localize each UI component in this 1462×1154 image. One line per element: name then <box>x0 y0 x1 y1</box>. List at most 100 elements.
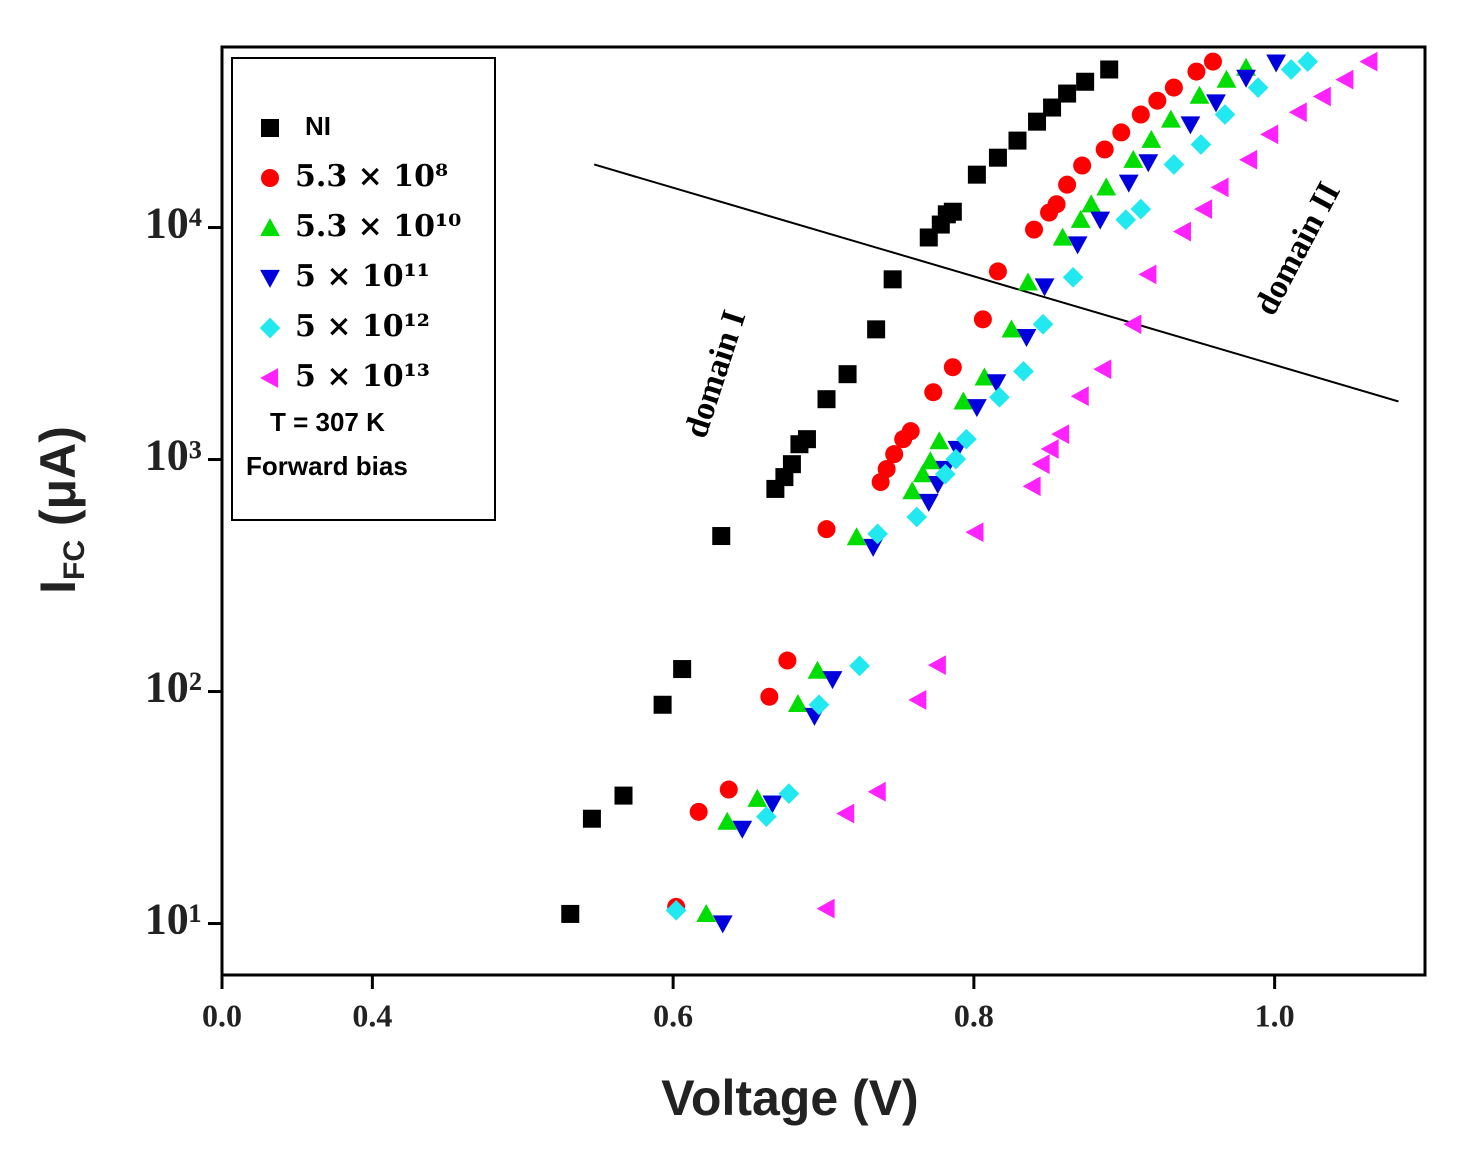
data-point <box>846 527 867 546</box>
x-tick-label: 1.0 <box>1255 997 1295 1033</box>
legend-marker <box>261 119 279 137</box>
data-point <box>582 809 601 828</box>
data-point <box>1266 54 1287 73</box>
data-point <box>908 690 927 710</box>
legend-marker <box>260 218 280 237</box>
data-point <box>1016 329 1037 348</box>
data-point <box>966 399 987 418</box>
data-point <box>920 451 941 470</box>
data-point <box>1190 134 1212 155</box>
data-point <box>956 428 977 450</box>
data-point <box>1189 85 1210 104</box>
data-point <box>1335 69 1354 90</box>
data-point <box>1070 209 1091 228</box>
data-point <box>885 445 904 464</box>
data-point <box>797 430 816 449</box>
data-point <box>665 899 687 921</box>
legend-label: 5.3 × 10⁸ <box>295 159 448 194</box>
data-point <box>1180 116 1201 135</box>
data-point <box>614 786 633 805</box>
data-point <box>1194 199 1213 220</box>
data-point <box>906 506 928 528</box>
data-point <box>901 422 920 441</box>
data-point <box>973 310 992 329</box>
data-point <box>1123 314 1142 335</box>
data-point <box>712 915 733 934</box>
data-point <box>1138 264 1157 285</box>
data-point <box>1096 177 1117 196</box>
data-point <box>867 320 886 339</box>
data-point <box>1034 278 1055 297</box>
y-tick-label: 10¹ <box>145 895 202 944</box>
data-point <box>1093 359 1112 380</box>
data-point <box>1112 123 1131 142</box>
data-point <box>817 520 836 539</box>
data-point <box>1172 221 1191 242</box>
data-point <box>1312 86 1331 107</box>
x-tick-label: 0.8 <box>954 997 994 1033</box>
data-point <box>1100 60 1119 79</box>
data-point <box>1076 72 1095 91</box>
x-tick-label: 0.6 <box>653 997 693 1033</box>
data-point <box>965 522 984 543</box>
legend-marker <box>260 269 280 288</box>
data-point <box>1163 154 1185 175</box>
data-point <box>1130 198 1152 220</box>
data-point <box>732 820 753 839</box>
legend-marker <box>261 169 279 187</box>
boundary-line <box>593 163 1399 403</box>
data-point <box>1280 59 1302 80</box>
x-tick-label: 0.4 <box>352 997 392 1033</box>
legend-marker <box>259 317 281 339</box>
data-point <box>1214 104 1236 125</box>
y-label-sub: FC <box>58 540 91 580</box>
data-point <box>1058 84 1077 103</box>
data-point <box>822 671 843 690</box>
x-axis-label: Voltage (V) <box>661 1070 918 1126</box>
data-point <box>929 431 950 450</box>
data-point <box>902 481 923 500</box>
data-point <box>782 455 801 474</box>
data-point <box>1148 91 1167 110</box>
data-point <box>673 660 692 679</box>
data-point <box>912 464 933 483</box>
data-point <box>747 788 768 807</box>
data-point <box>1131 105 1150 124</box>
data-point <box>989 386 1010 408</box>
data-point <box>1118 174 1139 193</box>
data-point <box>934 463 956 485</box>
data-point <box>918 493 939 512</box>
legend-marker <box>260 368 279 388</box>
data-point <box>1043 98 1062 117</box>
y-label-unit: (μA) <box>30 426 86 540</box>
data-point <box>943 202 962 221</box>
y-axis-label: IFC (μA) <box>30 426 91 594</box>
data-point <box>1236 69 1256 88</box>
data-point <box>838 365 857 384</box>
data-point <box>1067 236 1088 255</box>
data-point <box>778 783 800 804</box>
data-point <box>1058 175 1077 194</box>
data-point <box>1206 94 1226 113</box>
legend-label: 5 × 10¹² <box>295 309 430 344</box>
data-point <box>1141 129 1162 148</box>
data-point <box>1025 220 1044 239</box>
data-point <box>689 802 708 821</box>
y-tick-label: 10² <box>145 663 202 712</box>
data-point <box>816 898 835 919</box>
data-point <box>756 806 777 827</box>
data-point <box>1073 156 1092 175</box>
data-point <box>1052 227 1073 246</box>
data-point <box>1028 112 1047 131</box>
data-point <box>1216 69 1237 88</box>
data-point <box>696 904 717 923</box>
data-point <box>1297 51 1319 72</box>
data-point <box>1239 149 1258 170</box>
x-tick-label: 0.0 <box>202 997 242 1033</box>
data-point <box>1203 52 1222 71</box>
data-point <box>719 780 738 799</box>
data-point <box>808 694 830 716</box>
legend-label: 5 × 10¹³ <box>295 359 430 394</box>
legend-note: T = 307 K <box>270 407 385 437</box>
data-point <box>807 660 828 679</box>
